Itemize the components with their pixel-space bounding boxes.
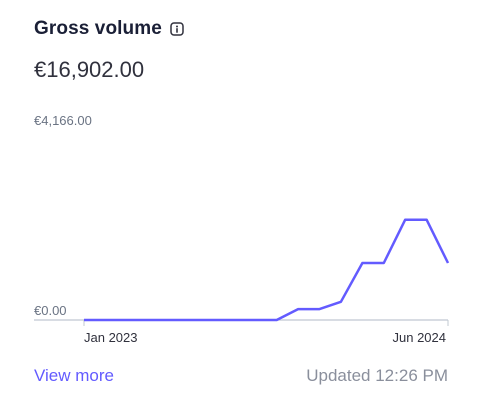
series-group [84, 218, 450, 322]
view-more-link[interactable]: View more [34, 366, 114, 385]
y-tick-label: €4,166.00 [34, 113, 92, 128]
card-header: Gross volume [34, 18, 184, 40]
card-title: Gross volume [34, 18, 162, 39]
series-line [84, 218, 450, 322]
gross-volume-chart: €4,166.00 €0.00 Jan 2023 Jun 2024 [34, 113, 450, 345]
updated-timestamp: Updated 12:26 PM [306, 366, 448, 385]
info-icon[interactable] [170, 22, 184, 36]
y-tick-label: €0.00 [34, 303, 67, 318]
total-amount: €16,902.00 [34, 57, 145, 82]
x-tick-label: Jun 2024 [393, 330, 447, 345]
x-tick-label: Jan 2023 [84, 330, 138, 345]
